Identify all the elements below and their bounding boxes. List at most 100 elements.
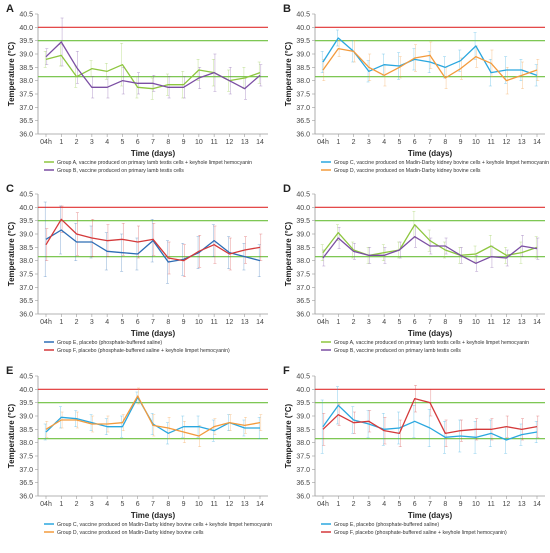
x-tick-label: 5 (120, 319, 124, 326)
x-tick-label: 11 (211, 501, 218, 508)
y-tick-label: 40.0 (19, 25, 33, 32)
y-tick-label: 40.5 (296, 192, 310, 199)
legend-label: Group F, placebo (phosphate-buffered sal… (57, 348, 230, 354)
x-tick-label: 6 (413, 139, 417, 146)
y-tick-label: 39.0 (19, 52, 33, 59)
legend-label: Group A, vaccine produced on primary lam… (334, 340, 529, 346)
y-tick-label: 38.0 (296, 258, 310, 265)
series-line-1 (45, 229, 261, 263)
legend-label: Group D, vaccine produced on Madin-Darby… (57, 530, 204, 536)
y-tick-label: 39.5 (19, 218, 33, 225)
x-tick-label: 2 (75, 501, 79, 508)
series-line-1 (322, 37, 538, 76)
y-tick-label: 38.0 (19, 440, 33, 447)
x-tick-label: 3 (90, 139, 94, 146)
x-tick-label: 10 (472, 139, 480, 146)
x-tick-label: 2 (352, 139, 356, 146)
x-tick-label: 9 (182, 139, 186, 146)
series-line-2 (322, 48, 538, 82)
x-tick-label: 1 (59, 501, 63, 508)
y-tick-label: 37.0 (19, 285, 33, 292)
x-tick-label: 12 (503, 139, 511, 146)
series-line-2 (45, 218, 261, 262)
x-tick-label: 1 (59, 319, 63, 326)
x-tick-label: 9 (459, 139, 463, 146)
y-tick-label: 37.5 (296, 272, 310, 279)
panel-c: C 36.0 36.5 37.0 37.5 38.0 38.5 39.0 39.5 40.0 40.… (6, 183, 268, 354)
y-tick-label: 36.5 (296, 118, 310, 125)
panel-label: D (283, 183, 291, 195)
x-tick-label: 12 (503, 501, 511, 508)
x-tick-label: 9 (459, 501, 463, 508)
legend-label: Group C, vaccine produced on Madin-Darby… (334, 160, 549, 166)
x-tick-label: 10 (195, 139, 203, 146)
y-tick-label: 38.5 (296, 427, 310, 434)
y-tick-label: 36.0 (296, 312, 310, 319)
y-axis-title: Temperature (°C) (284, 403, 293, 468)
x-tick-label: 3 (367, 139, 371, 146)
y-tick-label: 40.0 (19, 205, 33, 212)
y-axis-title: Temperature (°C) (7, 221, 16, 286)
y-tick-label: 36.5 (19, 480, 33, 487)
x-tick-label: 13 (518, 501, 526, 508)
panel-e: E 36.0 36.5 37.0 37.5 38.0 38.5 39.0 39.5 40.0 40.… (6, 365, 272, 536)
legend-label: Group F, placebo (phosphate-buffered sal… (334, 530, 507, 536)
x-tick-label: 4 (382, 319, 386, 326)
x-tick-label: 6 (413, 319, 417, 326)
x-tick-label: 4 (105, 139, 109, 146)
y-tick-label: 38.5 (296, 245, 310, 252)
x-tick-label: 5 (397, 139, 401, 146)
y-tick-label: 37.0 (296, 285, 310, 292)
y-tick-label: 40.5 (296, 374, 310, 381)
y-tick-label: 37.0 (19, 105, 33, 112)
x-tick-label: 10 (472, 319, 480, 326)
y-tick-label: 39.0 (296, 232, 310, 239)
x-tick-label: 04h (317, 319, 329, 326)
panel-a: A 36.0 36.5 37.0 37.5 38.0 38.5 39.0 39.5 40.0 40.… (6, 3, 268, 174)
x-tick-label: 1 (336, 139, 340, 146)
y-tick-label: 38.5 (19, 245, 33, 252)
x-tick-label: 12 (226, 319, 234, 326)
y-tick-label: 39.5 (19, 38, 33, 45)
legend-label: Group C, vaccine produced on Madin-Darby… (57, 522, 272, 528)
y-tick-label: 36.5 (296, 480, 310, 487)
series-line-1 (322, 404, 538, 441)
x-tick-label: 7 (428, 139, 432, 146)
y-tick-label: 39.5 (19, 400, 33, 407)
y-tick-label: 40.0 (19, 387, 33, 394)
y-tick-label: 36.0 (19, 312, 33, 319)
y-tick-label: 39.5 (296, 38, 310, 45)
x-tick-label: 13 (518, 139, 526, 146)
x-tick-label: 13 (241, 139, 249, 146)
x-tick-label: 7 (428, 501, 432, 508)
series-line-2 (322, 236, 538, 264)
x-tick-label: 6 (136, 501, 140, 508)
x-tick-label: 12 (503, 319, 511, 326)
x-tick-label: 13 (518, 319, 526, 326)
x-tick-label: 14 (256, 319, 264, 326)
x-tick-label: 14 (533, 501, 541, 508)
x-axis-title: Time (days) (131, 511, 176, 520)
series-line-2 (45, 395, 261, 437)
x-tick-label: 11 (488, 501, 495, 508)
y-tick-label: 37.5 (19, 92, 33, 99)
y-tick-label: 38.5 (296, 65, 310, 72)
x-tick-label: 6 (413, 501, 417, 508)
y-tick-label: 40.5 (19, 12, 33, 19)
y-tick-label: 39.0 (19, 414, 33, 421)
y-tick-label: 40.0 (296, 387, 310, 394)
y-tick-label: 38.5 (19, 427, 33, 434)
x-tick-label: 4 (382, 139, 386, 146)
y-tick-label: 36.5 (19, 298, 33, 305)
x-tick-label: 3 (90, 501, 94, 508)
x-axis-title: Time (days) (408, 511, 453, 520)
y-tick-label: 36.0 (296, 132, 310, 139)
y-tick-label: 37.5 (19, 272, 33, 279)
x-tick-label: 4 (105, 501, 109, 508)
y-tick-label: 39.0 (296, 52, 310, 59)
x-tick-label: 7 (428, 319, 432, 326)
y-tick-label: 36.0 (296, 494, 310, 501)
x-tick-label: 11 (488, 319, 495, 326)
y-tick-label: 36.5 (19, 118, 33, 125)
